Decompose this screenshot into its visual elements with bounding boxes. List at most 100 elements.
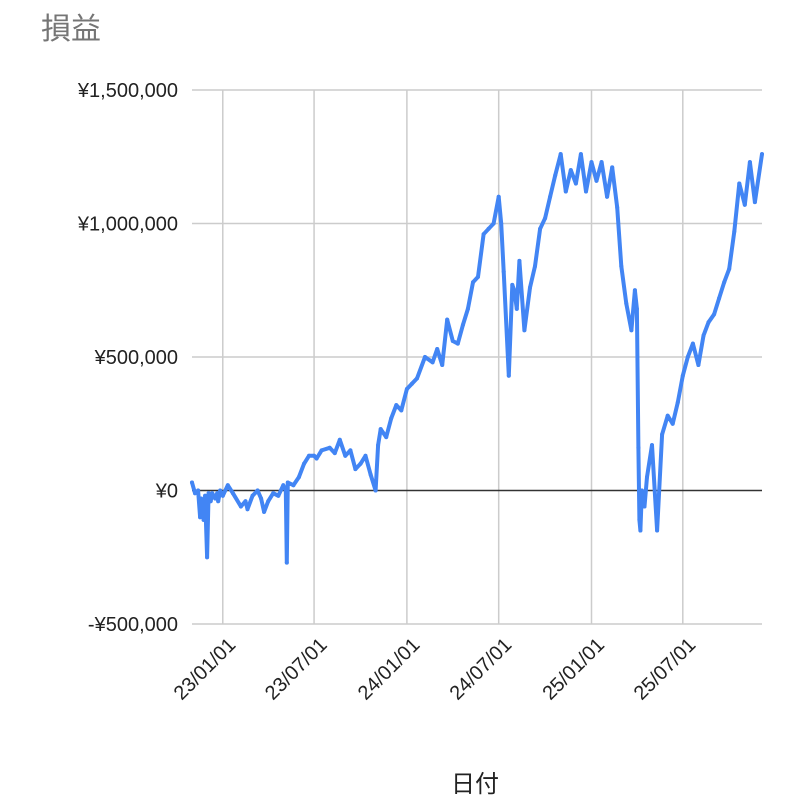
data-point (358, 461, 363, 466)
data-point (378, 427, 383, 432)
data-point (742, 202, 747, 207)
data-point (423, 355, 427, 359)
data-point (655, 528, 660, 533)
data-point (501, 269, 506, 274)
data-point (533, 264, 537, 269)
data-point (283, 488, 288, 493)
data-point (522, 328, 527, 333)
data-point (578, 152, 583, 157)
data-point (243, 499, 248, 504)
data-point (563, 189, 568, 194)
data-point (353, 467, 358, 472)
data-point (399, 408, 404, 413)
data-point (302, 461, 306, 466)
data-point (670, 421, 675, 426)
data-point (196, 488, 201, 493)
data-point (465, 306, 470, 311)
data-point (636, 445, 641, 450)
data-point (208, 499, 213, 504)
y-tick-label: -¥500,000 (88, 614, 178, 636)
data-point (255, 488, 260, 493)
data-point (215, 491, 220, 496)
data-point (486, 226, 491, 231)
y-tick-label: ¥1,500,000 (77, 80, 178, 102)
data-point (435, 347, 440, 351)
data-point (337, 437, 342, 442)
data-point (548, 194, 553, 199)
data-point (685, 355, 690, 359)
data-point (624, 301, 629, 306)
x-tick-label: 25/01/01 (538, 634, 609, 705)
data-point (514, 306, 519, 311)
data-point (376, 443, 381, 448)
data-point (319, 448, 324, 453)
data-point (747, 160, 752, 165)
data-point (201, 517, 206, 522)
data-point (394, 403, 399, 408)
data-point (760, 152, 764, 157)
data-point (245, 507, 250, 512)
data-point (629, 328, 634, 333)
data-point (327, 445, 332, 450)
data-point (471, 280, 475, 285)
x-axis-tick-labels: 23/01/01 23/07/01 24/01/01 24/07/01 25/01/01… (170, 634, 701, 705)
x-tick-label: 24/01/01 (354, 634, 425, 705)
data-point (558, 152, 563, 157)
data-point (491, 221, 496, 226)
data-point (332, 451, 337, 456)
data-point (404, 387, 409, 391)
data-point (190, 480, 194, 485)
data-point (213, 496, 218, 501)
data-point (619, 264, 624, 269)
data-point (610, 165, 615, 170)
data-point (589, 160, 594, 165)
data-point (701, 333, 706, 338)
data-point (225, 483, 230, 488)
data-point (642, 504, 647, 509)
data-point (281, 483, 286, 488)
data-point (296, 475, 301, 480)
data-point (314, 456, 319, 461)
data-point (206, 491, 211, 496)
data-point (638, 528, 643, 533)
data-point (193, 491, 197, 496)
data-point (499, 221, 504, 226)
data-point (665, 413, 670, 418)
data-point (615, 205, 620, 210)
data-point (481, 232, 486, 237)
data-point (285, 480, 290, 485)
data-point (650, 443, 654, 448)
data-point (450, 339, 455, 343)
y-tick-label: ¥0 (155, 481, 178, 503)
data-point (218, 488, 223, 493)
x-tick-label: 25/07/01 (630, 634, 701, 705)
data-point (573, 181, 578, 186)
data-point (276, 493, 281, 498)
data-point (440, 363, 445, 367)
data-point (660, 432, 665, 437)
data-point (389, 416, 394, 421)
data-point (605, 194, 610, 199)
data-point (384, 435, 389, 440)
data-point (409, 381, 414, 386)
data-point (568, 168, 573, 173)
data-point (594, 178, 599, 183)
data-point (455, 341, 460, 346)
data-point (690, 341, 695, 346)
data-point (230, 491, 235, 496)
data-point (722, 280, 727, 285)
data-point (543, 216, 548, 221)
data-point (639, 488, 644, 493)
data-point (460, 323, 465, 327)
data-point (632, 288, 637, 293)
y-axis-tick-labels: ¥1,500,000 ¥1,000,000 ¥500,000 ¥0 -¥500,000 (77, 80, 178, 636)
data-point (727, 266, 732, 271)
series-layer (190, 152, 764, 565)
gridlines (192, 89, 762, 625)
data-point (517, 258, 522, 263)
data-point (271, 491, 276, 496)
data-point (680, 373, 685, 378)
data-point (445, 317, 450, 322)
series-line (190, 152, 764, 565)
